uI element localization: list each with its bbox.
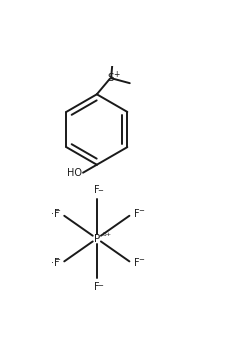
Text: −: −: [54, 257, 60, 263]
Text: ·F: ·F: [50, 258, 59, 268]
Text: F: F: [134, 209, 139, 219]
Text: ·F: ·F: [50, 209, 59, 219]
Text: −: −: [97, 283, 103, 289]
Text: 5+: 5+: [102, 232, 111, 237]
Text: HO: HO: [67, 168, 82, 178]
Text: P: P: [93, 234, 100, 243]
Text: −: −: [137, 257, 143, 263]
Text: F: F: [94, 282, 99, 292]
Text: F: F: [134, 258, 139, 268]
Text: −: −: [97, 188, 103, 194]
Text: S: S: [107, 73, 114, 83]
Text: −: −: [137, 209, 143, 214]
Text: −: −: [54, 209, 60, 214]
Text: +: +: [112, 70, 119, 79]
Text: F: F: [94, 185, 99, 195]
